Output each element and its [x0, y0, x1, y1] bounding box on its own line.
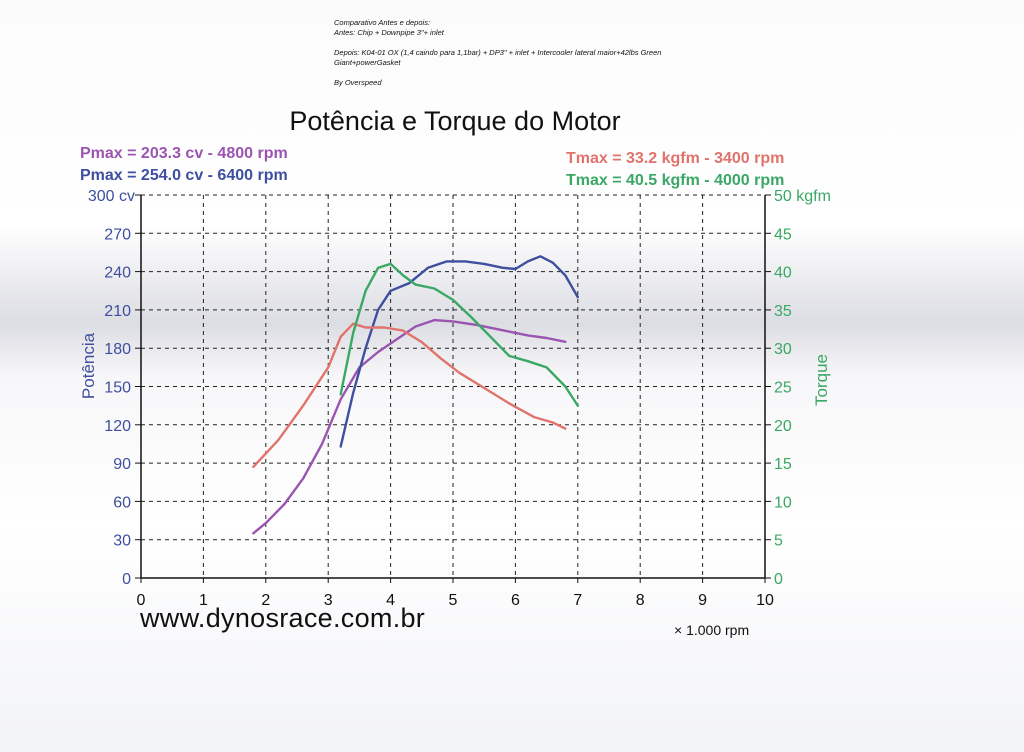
y-right-tick-label: 25	[774, 380, 792, 397]
y-left-tick-label: 240	[104, 265, 131, 282]
y-left-tick-label: 0	[122, 571, 131, 588]
y-left-tick-label: 210	[104, 303, 131, 320]
y-right-tick-label: 15	[774, 456, 792, 473]
note-line: Comparativo Antes e depois:	[334, 18, 431, 27]
y-right-tick-label: 35	[774, 303, 792, 320]
legend-tmax-before: Tmax = 33.2 kgfm - 3400 rpm	[566, 150, 785, 167]
y-right-tick-label: 5	[774, 533, 783, 550]
legend-pmax-before: Pmax = 203.3 cv - 4800 rpm	[80, 145, 288, 162]
series-line-power-before	[252, 318, 567, 535]
y-left-axis-title: Potência	[79, 332, 98, 399]
y-left-tick-label: 150	[104, 380, 131, 397]
legend-pmax-after: Pmax = 254.0 cv - 6400 rpm	[80, 167, 288, 184]
note-line: Antes: Chip + Downpipe 3"+ inlet	[334, 28, 444, 37]
y-right-tick-label: 45	[774, 226, 792, 243]
x-tick-label: 10	[756, 592, 774, 609]
series-line-power-after	[339, 255, 579, 448]
y-left-tick-label: 120	[104, 418, 131, 435]
y-right-axis-title: Torque	[812, 354, 831, 406]
website-url: www.dynosrace.com.br	[140, 603, 426, 633]
y-right-tick-label: 40	[774, 265, 792, 282]
note-line: Depois: K04-01 OX (1,4 caindo para 1,1ba…	[334, 48, 662, 57]
y-left-tick-label: 300 cv	[88, 188, 135, 205]
note-line: By Overspeed	[334, 78, 382, 87]
y-right-tick-label: 50 kgfm	[774, 188, 831, 205]
x-tick-label: 1	[199, 592, 208, 609]
x-tick-label: 7	[573, 592, 582, 609]
x-tick-label: 2	[261, 592, 270, 609]
x-tick-label: 8	[636, 592, 645, 609]
x-axis-unit: × 1.000 rpm	[674, 622, 750, 638]
x-tick-label: 9	[698, 592, 707, 609]
x-tick-label: 3	[324, 592, 333, 609]
y-left-tick-label: 180	[104, 341, 131, 358]
y-right-tick-label: 30	[774, 341, 792, 358]
y-right-tick-label: 0	[774, 571, 783, 588]
x-tick-label: 0	[137, 592, 146, 609]
comparison-note: Comparativo Antes e depois: Antes: Chip …	[334, 18, 714, 88]
x-tick-label: 4	[386, 592, 395, 609]
legend-tmax-after: Tmax = 40.5 kgfm - 4000 rpm	[566, 172, 785, 189]
x-tick-label: 6	[511, 592, 520, 609]
x-tick-label: 5	[449, 592, 458, 609]
series-line-torque-before	[252, 322, 567, 469]
chart-title: Potência e Torque do Motor	[289, 106, 621, 136]
y-right-tick-label: 10	[774, 494, 792, 511]
note-line: Giant+powerGasket	[334, 58, 401, 67]
y-left-tick-label: 90	[113, 456, 131, 473]
y-left-tick-label: 270	[104, 226, 131, 243]
y-left-tick-label: 30	[113, 533, 131, 550]
y-left-tick-label: 60	[113, 494, 131, 511]
y-right-tick-label: 20	[774, 418, 792, 435]
series-line-torque-after	[339, 262, 579, 407]
